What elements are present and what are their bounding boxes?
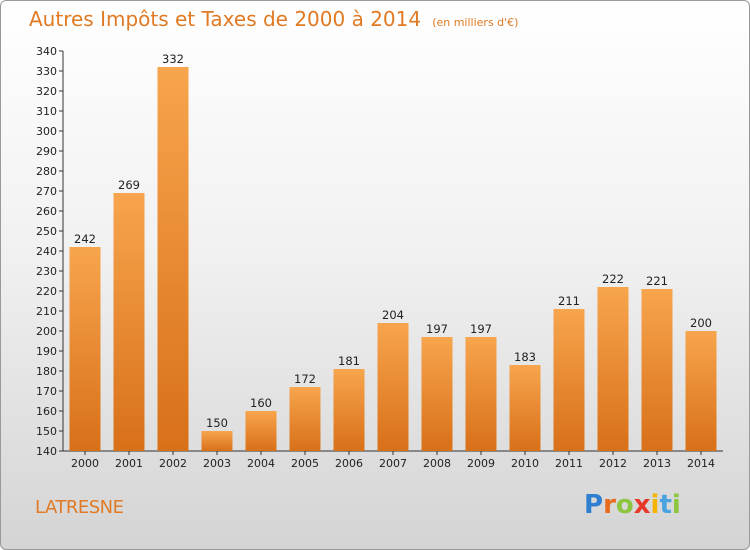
y-tick-label: 310 <box>36 105 57 118</box>
y-tick-label: 150 <box>36 425 57 438</box>
bar <box>201 431 233 451</box>
y-tick-label: 180 <box>36 365 57 378</box>
x-tick-label: 2002 <box>159 457 187 470</box>
bar <box>465 337 497 451</box>
logo-letter: r <box>603 490 616 520</box>
bar <box>509 365 541 451</box>
bar <box>641 289 673 451</box>
y-tick-label: 300 <box>36 125 57 138</box>
logo-letter: P <box>584 490 604 520</box>
x-tick-label: 2013 <box>643 457 671 470</box>
bar-value-label: 269 <box>118 178 140 192</box>
bar <box>245 411 277 451</box>
x-tick-label: 2011 <box>555 457 583 470</box>
chart-title-text: Autres Impôts et Taxes de 2000 à 2014 <box>29 7 422 31</box>
bar-value-label: 221 <box>646 274 668 288</box>
bar <box>597 287 629 451</box>
y-tick-label: 320 <box>36 85 57 98</box>
y-tick-label: 270 <box>36 185 57 198</box>
x-tick-label: 2000 <box>71 457 99 470</box>
bar-value-label: 150 <box>206 416 228 430</box>
bar <box>113 193 145 451</box>
commune-name: LATRESNE <box>35 497 124 518</box>
x-tick-label: 2009 <box>467 457 495 470</box>
x-tick-label: 2006 <box>335 457 363 470</box>
bar-value-label: 211 <box>558 294 580 308</box>
y-tick-label: 190 <box>36 345 57 358</box>
y-tick-label: 340 <box>36 45 57 58</box>
y-tick-label: 230 <box>36 265 57 278</box>
proxiti-logo: Proxiti <box>584 490 681 520</box>
bar-value-label: 332 <box>162 52 184 66</box>
y-tick-label: 160 <box>36 405 57 418</box>
bar-value-label: 200 <box>690 316 712 330</box>
y-tick-label: 290 <box>36 145 57 158</box>
bar <box>157 67 189 451</box>
bars: 242 269 332 150 160 172 181 204 197 197 183 211 222 2… <box>69 52 717 451</box>
y-tick-label: 210 <box>36 305 57 318</box>
y-axis: 140 150 160 170 180 190 200 210 220 230 240 250 260 2… <box>36 45 64 458</box>
bar <box>69 247 101 451</box>
logo-letter: x <box>633 490 651 520</box>
logo-letter: i <box>671 490 681 520</box>
bar <box>377 323 409 451</box>
logo-letter: i <box>650 490 660 520</box>
bar-value-label: 160 <box>250 396 272 410</box>
bar <box>289 387 321 451</box>
y-tick-label: 260 <box>36 205 57 218</box>
bar-value-label: 172 <box>294 372 316 386</box>
bar <box>421 337 453 451</box>
logo-letter: o <box>615 490 634 520</box>
x-tick-label: 2005 <box>291 457 319 470</box>
y-tick-label: 170 <box>36 385 57 398</box>
bar <box>685 331 717 451</box>
y-tick-label: 250 <box>36 225 57 238</box>
chart-title: Autres Impôts et Taxes de 2000 à 2014 (e… <box>29 7 518 31</box>
x-tick-label: 2012 <box>599 457 627 470</box>
y-tick-label: 220 <box>36 285 57 298</box>
y-tick-label: 280 <box>36 165 57 178</box>
x-tick-label: 2010 <box>511 457 539 470</box>
x-tick-label: 2003 <box>203 457 231 470</box>
y-tick-label: 330 <box>36 65 57 78</box>
bar <box>553 309 585 451</box>
y-tick-label: 200 <box>36 325 57 338</box>
bar <box>333 369 365 451</box>
bar-value-label: 183 <box>514 350 536 364</box>
y-tick-label: 240 <box>36 245 57 258</box>
x-tick-label: 2014 <box>687 457 715 470</box>
bar-value-label: 204 <box>382 308 404 322</box>
bar-value-label: 242 <box>74 232 96 246</box>
x-tick-label: 2001 <box>115 457 143 470</box>
x-tick-label: 2008 <box>423 457 451 470</box>
x-tick-label: 2007 <box>379 457 407 470</box>
x-tick-label: 2004 <box>247 457 275 470</box>
bar-value-label: 181 <box>338 354 360 368</box>
chart-unit-note: (en milliers d'€) <box>432 16 519 29</box>
bar-value-label: 197 <box>426 322 448 336</box>
bar-value-label: 197 <box>470 322 492 336</box>
x-axis: 2000 2001 2002 2003 2004 2005 2006 2007 2008 2009… <box>63 450 723 470</box>
y-tick-label: 140 <box>36 445 57 458</box>
bar-value-label: 222 <box>602 272 624 286</box>
logo-letter: t <box>659 490 672 520</box>
